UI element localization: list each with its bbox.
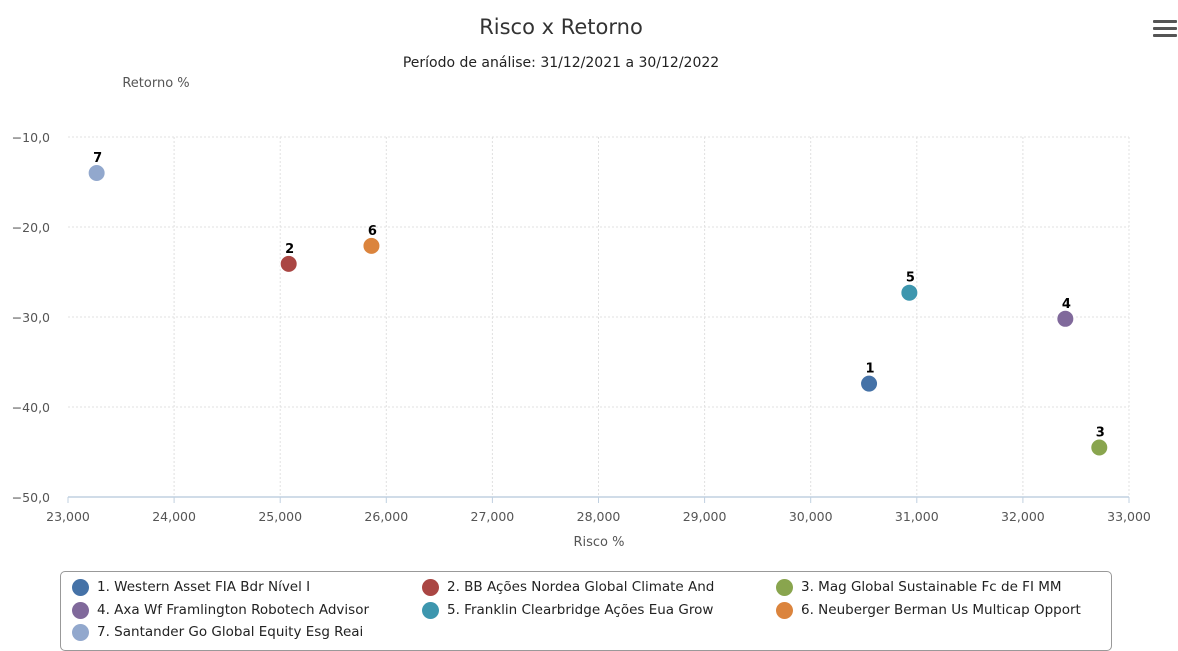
scatter-point[interactable] (279, 254, 298, 273)
x-tick-label: 23,000 (46, 509, 90, 524)
legend-item[interactable]: 3. Mag Global Sustainable Fc de FI MM (776, 577, 1062, 597)
legend-label: 4. Axa Wf Framlington Robotech Advisor (97, 602, 370, 618)
chart-subtitle: Período de análise: 31/12/2021 a 30/12/2… (403, 55, 719, 71)
legend-item[interactable]: 4. Axa Wf Framlington Robotech Advisor (72, 600, 369, 620)
scatter-point[interactable] (87, 164, 106, 182)
legend-item[interactable]: 5. Franklin Clearbridge Ações Eua Grow (422, 600, 713, 620)
x-axis-title: Risco % (573, 535, 624, 550)
legend-marker (776, 578, 793, 596)
chart-menu-button[interactable] (1153, 20, 1177, 42)
legend-label: 6. Neuberger Berman Us Multicap Opport (801, 602, 1081, 618)
point-label: 1 (866, 362, 875, 377)
point-label: 4 (1062, 297, 1071, 312)
legend-marker (422, 578, 439, 596)
menu-bar (1153, 27, 1177, 30)
legend-item[interactable]: 7. Santander Go Global Equity Esg Reai (72, 622, 363, 642)
menu-bar (1153, 34, 1177, 37)
y-tick-label: −30,0 (12, 310, 50, 325)
y-tick-label: −10,0 (12, 130, 50, 145)
x-tick-label: 26,000 (364, 509, 408, 524)
y-tick-label: −40,0 (12, 400, 50, 415)
point-label: 2 (285, 242, 294, 257)
legend-marker (72, 578, 89, 596)
chart-title: Risco x Retorno (479, 15, 643, 39)
legend-marker (72, 623, 89, 641)
point-label: 5 (906, 271, 915, 286)
y-axis-title: Retorno % (122, 76, 189, 91)
x-tick-label: 30,000 (789, 509, 833, 524)
x-tick-label: 27,000 (471, 509, 515, 524)
point-label: 7 (93, 151, 102, 166)
x-tick-label: 25,000 (258, 509, 302, 524)
scatter-point[interactable] (860, 374, 879, 393)
x-tick-label: 24,000 (152, 509, 196, 524)
legend-label: 7. Santander Go Global Equity Esg Reai (97, 624, 364, 640)
legend-label: 1. Western Asset FIA Bdr Nível I (97, 579, 311, 595)
x-tick-label: 31,000 (895, 509, 939, 524)
scatter-point[interactable] (900, 283, 919, 302)
legend-marker (72, 601, 89, 619)
grid (68, 136, 1130, 497)
x-tick-label: 32,000 (1001, 509, 1045, 524)
legend-marker (422, 601, 439, 619)
y-tick-label: −50,0 (12, 490, 50, 505)
scatter-point[interactable] (362, 236, 381, 255)
legend-label: 2. BB Ações Nordea Global Climate And (447, 579, 715, 595)
legend-marker (776, 601, 793, 619)
menu-bar (1153, 20, 1177, 23)
axes: 23,000 24,000 25,000 26,000 27,000 28,000 29,0… (12, 130, 1151, 524)
scatter-point[interactable] (1090, 438, 1109, 457)
point-label: 6 (368, 224, 377, 239)
data-points: 1 2 3 4 5 6 7 (87, 151, 1109, 457)
chart-legend: 1. Western Asset FIA Bdr Nível I 2. BB Aç… (60, 571, 1112, 651)
y-tick-label: −20,0 (12, 220, 50, 235)
legend-item[interactable]: 1. Western Asset FIA Bdr Nível I (72, 577, 310, 597)
x-tick-label: 29,000 (683, 509, 727, 524)
legend-label: 3. Mag Global Sustainable Fc de FI MM (801, 579, 1062, 595)
legend-item[interactable]: 2. BB Ações Nordea Global Climate And (422, 577, 714, 597)
point-label: 3 (1096, 426, 1105, 441)
legend-item[interactable]: 6. Neuberger Berman Us Multicap Opport (776, 600, 1081, 620)
x-tick-label: 28,000 (577, 509, 621, 524)
legend-label: 5. Franklin Clearbridge Ações Eua Grow (447, 602, 714, 618)
scatter-point[interactable] (1056, 309, 1075, 328)
x-tick-label: 33,000 (1107, 509, 1151, 524)
